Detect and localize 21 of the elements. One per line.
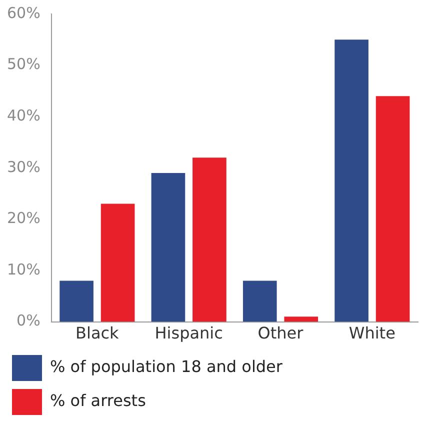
y-tick-label: 50%: [6, 55, 40, 74]
x-tick-label: White: [348, 324, 396, 343]
x-tick-label: Other: [258, 324, 304, 343]
legend-label: % of population 18 and older: [50, 357, 283, 376]
y-tick-label: 30%: [6, 158, 40, 176]
legend-label: % of arrests: [50, 391, 146, 410]
bar: [151, 173, 186, 322]
y-tick-label: 40%: [6, 106, 40, 124]
y-tick-label: 10%: [6, 260, 40, 278]
y-tick-label: 60%: [6, 4, 40, 22]
y-tick-label: 0%: [16, 312, 40, 330]
bar: [334, 40, 368, 322]
bar: [376, 96, 410, 322]
bar: [284, 316, 318, 322]
x-tick-label: Hispanic: [154, 324, 223, 343]
x-tick-label: Black: [76, 324, 120, 343]
bar: [60, 280, 94, 322]
y-tick-label: 20%: [6, 209, 40, 228]
bar: [192, 158, 226, 322]
bar: [100, 204, 135, 322]
bar: [242, 280, 277, 322]
